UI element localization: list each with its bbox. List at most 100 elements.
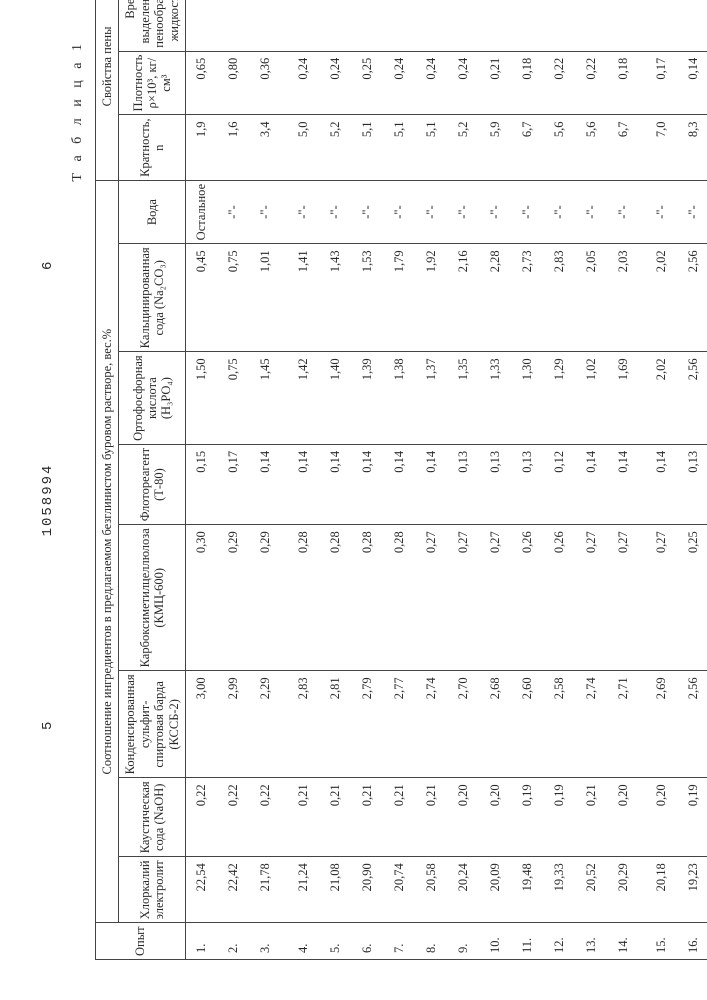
cell: 0,21	[575, 778, 607, 857]
cell: 0,21	[479, 51, 511, 115]
cell: -"-	[415, 180, 447, 243]
cell: 5,6	[543, 115, 575, 180]
cell: -"-	[383, 180, 415, 243]
cell: 0,21	[287, 778, 319, 857]
cell: 180	[479, 0, 511, 51]
table-row: 6.20,900,212,790,280,141,391,53-"-5,10,2…	[351, 0, 383, 960]
table-row: 11.19,480,192,600,260,131,302,73-"-6,70,…	[511, 0, 543, 960]
cell: 1,30	[511, 352, 543, 445]
cell: 2,74	[415, 671, 447, 778]
cell: 1,01	[249, 244, 281, 352]
col-c4: Карбоксиметилцеллюлоза (КМЦ-600)	[119, 525, 186, 671]
cell: -"-	[645, 180, 677, 243]
cell: 1,39	[351, 352, 383, 445]
cell: 1,92	[415, 244, 447, 352]
cell: 6.	[351, 923, 383, 960]
table-row: 5.21,080,212,810,280,141,401,43-"-5,20,2…	[319, 0, 351, 960]
cell: 0,21	[383, 778, 415, 857]
cell: 0,12	[543, 444, 575, 524]
cell: 0,36	[249, 51, 281, 115]
cell: 5,2	[447, 115, 479, 180]
cell: 30	[319, 0, 351, 51]
group1-header: Соотношение ингредиентов в предлагаемом …	[96, 180, 119, 923]
cell: 0,22	[185, 778, 217, 857]
cell: Остальное	[185, 180, 217, 243]
table-row: 14.20,290,202,710,270,141,692,03-"-6,70,…	[607, 0, 639, 960]
cell: 0,13	[479, 444, 511, 524]
cell: -"-	[319, 180, 351, 243]
cell: 2,03	[607, 244, 639, 352]
table-label: Т а б л и ц а 1	[70, 40, 86, 182]
cell: 0,14	[249, 444, 281, 524]
cell: -"-	[447, 180, 479, 243]
cell: 0,13	[677, 444, 707, 524]
cell: 60	[383, 0, 415, 51]
cell: 1,40	[319, 352, 351, 445]
cell: 1,69	[607, 352, 639, 445]
cell: 19,33	[543, 857, 575, 923]
cell: 40	[677, 0, 707, 51]
cell: 0,21	[415, 778, 447, 857]
cell: 0,27	[645, 525, 677, 671]
cell: 120	[511, 0, 543, 51]
cell: 0,18	[607, 51, 639, 115]
cell: 0,26	[511, 525, 543, 671]
doc-number: 1058994	[40, 464, 56, 537]
cell: 0,28	[287, 525, 319, 671]
cell: 0,14	[677, 51, 707, 115]
cell: 0,24	[415, 51, 447, 115]
cell: 0,14	[607, 444, 639, 524]
page-left: 5	[40, 720, 56, 730]
cell: 0,28	[319, 525, 351, 671]
cell: 22,54	[185, 857, 217, 923]
table-row: 12.19,330,192,580,260,121,292,83-"-5,60,…	[543, 0, 575, 960]
col-c8: Вода	[119, 180, 186, 243]
cell: 5,6	[575, 115, 607, 180]
table-row: 2.22,420,222,990,290,170,750,75-"-1,60,8…	[217, 0, 249, 960]
cell: 1,45	[249, 352, 281, 445]
cell: 2,73	[511, 244, 543, 352]
cell: 0,20	[645, 778, 677, 857]
cell: 0,22	[543, 51, 575, 115]
cell: 6	[217, 0, 249, 51]
cell: 21,78	[249, 857, 281, 923]
cell: 0,26	[543, 525, 575, 671]
cell: 5,9	[479, 115, 511, 180]
cell: -"-	[479, 180, 511, 243]
cell: 0,25	[351, 51, 383, 115]
cell: 2,56	[677, 671, 707, 778]
cell: 0,75	[217, 352, 249, 445]
cell: 6,7	[511, 115, 543, 180]
cell: 40	[607, 0, 639, 51]
cell: 0,27	[447, 525, 479, 671]
cell: 35	[351, 0, 383, 51]
cell: 0,28	[383, 525, 415, 671]
cell: 20,29	[607, 857, 639, 923]
cell: 1,02	[575, 352, 607, 445]
cell: -"-	[287, 180, 319, 243]
cell: 2,68	[479, 671, 511, 778]
cell: 1,53	[351, 244, 383, 352]
cell: 2,74	[575, 671, 607, 778]
col-c5: Флотореагент (Т-80)	[119, 444, 186, 524]
cell: 0,75	[217, 244, 249, 352]
cell: 20,52	[575, 857, 607, 923]
cell: 0,22	[575, 51, 607, 115]
page-right: 6	[40, 260, 56, 270]
cell: 15.	[645, 923, 677, 960]
cell: 2,28	[479, 244, 511, 352]
cell: 2,56	[677, 352, 707, 445]
cell: 19,48	[511, 857, 543, 923]
cell: 0,14	[645, 444, 677, 524]
cell: 0,24	[319, 51, 351, 115]
table-row: 4.21,240,212,830,280,141,421,41-"-5,00,2…	[287, 0, 319, 960]
col-c10: Плотность ρ×10³, кг/см³	[119, 51, 186, 115]
cell: 0,13	[447, 444, 479, 524]
table-row: 8.20,580,212,740,270,141,371,92-"-5,10,2…	[415, 0, 447, 960]
table-row: 9.20,240,202,700,270,131,352,16-"-5,20,2…	[447, 0, 479, 960]
cell: 2,83	[543, 244, 575, 352]
cell: 180	[447, 0, 479, 51]
cell: 0,65	[185, 51, 217, 115]
cell: 1,50	[185, 352, 217, 445]
cell: 4.	[287, 923, 319, 960]
